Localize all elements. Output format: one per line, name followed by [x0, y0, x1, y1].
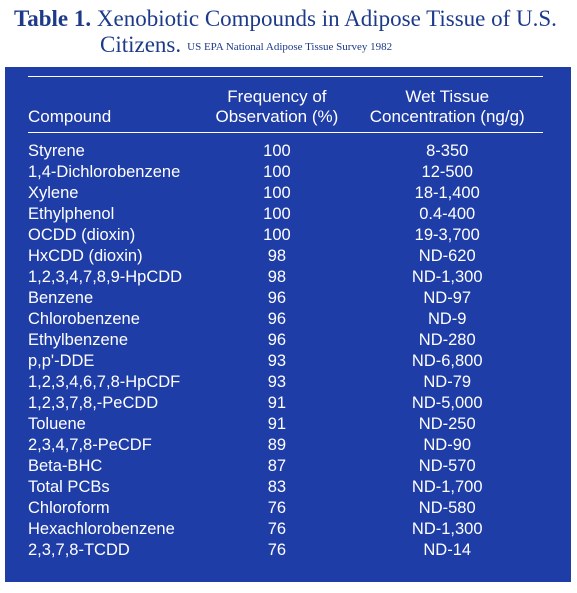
cell-frequency: 83	[267, 478, 287, 496]
cell-compound: Hexachlorobenzene	[28, 520, 175, 538]
cell-frequency: 76	[267, 520, 287, 538]
cell-concentration: ND-1,700	[411, 478, 483, 496]
cell-frequency: 93	[267, 373, 287, 391]
header-frequency-line1: Frequency of	[227, 87, 327, 106]
cell-frequency: 76	[267, 499, 287, 517]
cell-frequency: 100	[263, 184, 291, 202]
cell-frequency: 100	[263, 226, 291, 244]
cell-compound: 2,3,7,8-TCDD	[28, 541, 130, 559]
cell-concentration: ND-9	[427, 310, 467, 328]
cell-frequency: 87	[267, 457, 287, 475]
header-top-rule	[28, 76, 543, 77]
table-row: Ethylbenzene 96 ND-280	[28, 330, 548, 351]
header-bottom-rule	[28, 132, 543, 133]
table-row: 1,2,3,4,7,8,9-HpCDD 98 ND-1,300	[28, 267, 548, 288]
table-row: OCDD (dioxin) 100 19-3,700	[28, 225, 548, 246]
cell-concentration: 0.4-400	[419, 205, 476, 223]
table-row: 1,2,3,7,8,-PeCDD 91 ND-5,000	[28, 393, 548, 414]
cell-frequency: 91	[267, 394, 287, 412]
caption-source: US EPA National Adipose Tissue Survey 19…	[187, 41, 393, 53]
header-row: Compound Frequency of Observation (%) We…	[28, 79, 548, 127]
cell-compound: HxCDD (dioxin)	[28, 247, 143, 265]
cell-compound: Ethylphenol	[28, 205, 115, 223]
cell-compound: Toluene	[28, 415, 86, 433]
caption-label: Table 1.	[14, 6, 92, 31]
cell-frequency: 100	[263, 205, 291, 223]
table-row: Xylene 100 18-1,400	[28, 183, 548, 204]
cell-frequency: 96	[267, 289, 287, 307]
header-frequency: Frequency of Observation (%)	[207, 79, 346, 127]
cell-frequency: 100	[263, 142, 291, 160]
table-row: Styrene 100 8-350	[28, 127, 548, 162]
cell-compound: Benzene	[28, 289, 94, 307]
table-row: Chlorobenzene 96 ND-9	[28, 309, 548, 330]
cell-compound: Chloroform	[28, 499, 110, 517]
cell-frequency: 93	[267, 352, 287, 370]
header-concentration-line2: Concentration (ng/g)	[369, 107, 525, 126]
caption-title-line2: Citizens.	[100, 32, 182, 57]
cell-compound: OCDD (dioxin)	[28, 226, 136, 244]
cell-frequency: 96	[267, 331, 287, 349]
cell-frequency: 89	[267, 436, 287, 454]
table-row: p,p'-DDE 93 ND-6,800	[28, 351, 548, 372]
table-caption: Table 1. Xenobiotic Compounds in Adipose…	[14, 6, 569, 58]
cell-concentration: ND-580	[418, 499, 476, 517]
cell-frequency: 91	[267, 415, 287, 433]
cell-concentration: ND-79	[423, 373, 472, 391]
header-concentration-line1: Wet Tissue	[405, 87, 490, 106]
table-panel: Compound Frequency of Observation (%) We…	[5, 67, 571, 582]
xenobiotic-table: Compound Frequency of Observation (%) We…	[28, 79, 548, 561]
cell-frequency: 100	[263, 163, 291, 181]
cell-concentration: ND-1,300	[411, 520, 483, 538]
cell-compound: p,p'-DDE	[28, 352, 95, 370]
cell-frequency: 98	[267, 247, 287, 265]
cell-compound: 1,2,3,4,7,8,9-HpCDD	[28, 268, 183, 286]
cell-concentration: ND-5,000	[411, 394, 483, 412]
cell-concentration: ND-250	[418, 415, 476, 433]
table-row: Ethylphenol 100 0.4-400	[28, 204, 548, 225]
table-body: Styrene 100 8-350 1,4-Dichlorobenzene 100 12-…	[28, 127, 548, 561]
table-row: Toluene 91 ND-250	[28, 414, 548, 435]
caption-line2: Citizens. US EPA National Adipose Tissue …	[14, 32, 569, 58]
cell-compound: Chlorobenzene	[28, 310, 140, 328]
cell-compound: Total PCBs	[28, 478, 110, 496]
table-row: HxCDD (dioxin) 98 ND-620	[28, 246, 548, 267]
table-row: Beta-BHC 87 ND-570	[28, 456, 548, 477]
cell-concentration: 19-3,700	[414, 226, 480, 244]
cell-concentration: ND-97	[423, 289, 472, 307]
cell-concentration: 8-350	[426, 142, 469, 160]
table-row: Benzene 96 ND-97	[28, 288, 548, 309]
cell-frequency: 96	[267, 310, 287, 328]
table-row: Chloroform 76 ND-580	[28, 498, 548, 519]
cell-frequency: 98	[267, 268, 287, 286]
cell-compound: 1,4-Dichlorobenzene	[28, 163, 181, 181]
cell-compound: 1,2,3,4,6,7,8-HpCDF	[28, 373, 181, 391]
caption-title-line1: Xenobiotic Compounds in Adipose Tissue o…	[96, 6, 557, 31]
cell-compound: Ethylbenzene	[28, 331, 128, 349]
cell-concentration: 18-1,400	[414, 184, 480, 202]
header-concentration: Wet Tissue Concentration (ng/g)	[346, 79, 548, 127]
cell-concentration: ND-620	[418, 247, 476, 265]
cell-concentration: ND-6,800	[411, 352, 483, 370]
cell-frequency: 76	[267, 541, 287, 559]
header-compound: Compound	[28, 107, 112, 126]
cell-compound: Beta-BHC	[28, 457, 103, 475]
table-row: Total PCBs 83 ND-1,700	[28, 477, 548, 498]
cell-concentration: ND-14	[423, 541, 472, 559]
cell-concentration: ND-280	[418, 331, 476, 349]
cell-concentration: ND-1,300	[411, 268, 483, 286]
cell-concentration: ND-90	[423, 436, 472, 454]
cell-concentration: ND-570	[418, 457, 476, 475]
table-row: 2,3,7,8-TCDD 76 ND-14	[28, 540, 548, 561]
table-row: Hexachlorobenzene 76 ND-1,300	[28, 519, 548, 540]
cell-compound: 2,3,4,7,8-PeCDF	[28, 436, 152, 454]
cell-compound: 1,2,3,7,8,-PeCDD	[28, 394, 159, 412]
table-row: 2,3,4,7,8-PeCDF 89 ND-90	[28, 435, 548, 456]
cell-compound: Xylene	[28, 184, 79, 202]
cell-concentration: 12-500	[421, 163, 473, 181]
table-row: 1,2,3,4,6,7,8-HpCDF 93 ND-79	[28, 372, 548, 393]
cell-compound: Styrene	[28, 142, 85, 160]
header-frequency-line2: Observation (%)	[215, 107, 339, 126]
table-row: 1,4-Dichlorobenzene 100 12-500	[28, 162, 548, 183]
